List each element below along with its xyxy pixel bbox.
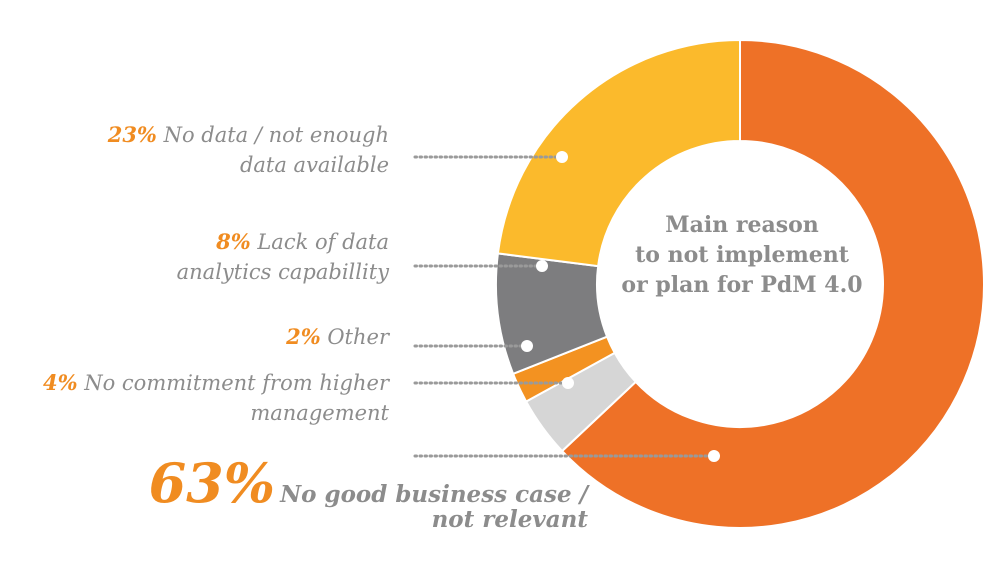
label-no-data-text-2: data available (239, 153, 389, 177)
leader-dot-business-case (708, 450, 720, 462)
label-analytics-text-1: Lack of data (257, 230, 389, 254)
label-other: 2% Other (286, 322, 389, 352)
leader-dot-no-data (556, 151, 568, 163)
center-label-line-2: to not implement (635, 242, 849, 268)
label-analytics: 8% Lack of data analytics capabillity (177, 227, 389, 287)
center-label-line-1: Main reason (665, 212, 819, 238)
label-no-data-text-1: No data / not enough (163, 123, 389, 147)
center-label: Main reason to not implement or plan for… (620, 210, 864, 300)
slices (495, 38, 985, 529)
label-business-case-text-2: not relevant (431, 506, 588, 533)
label-other-percent: 2% (286, 324, 321, 349)
slice-business-case (560, 38, 985, 529)
label-business-case-percent: 63% (148, 451, 276, 515)
label-no-data-percent: 23% (107, 122, 157, 147)
leader-lines (413, 151, 720, 462)
label-commitment-text-2: management (250, 401, 389, 425)
label-no-data: 23% No data / not enough data available (108, 120, 389, 180)
leader-dot-commitment (562, 377, 574, 389)
label-other-text: Other (327, 325, 389, 349)
center-label-line-3: or plan for PdM 4.0 (621, 272, 863, 298)
label-business-case-text-1: No good business case / (280, 481, 588, 508)
label-analytics-percent: 8% (216, 229, 251, 254)
leader-dot-other (521, 340, 533, 352)
label-commitment-text-1: No commitment from higher (84, 371, 389, 395)
label-analytics-text-2: analytics capabillity (176, 260, 389, 284)
label-commitment-percent: 4% (42, 370, 78, 395)
leader-dot-analytics (536, 260, 548, 272)
label-commitment: 4% No commitment from higher management (43, 368, 389, 428)
label-business-case: 63% No good business case / not relevant (149, 455, 588, 533)
